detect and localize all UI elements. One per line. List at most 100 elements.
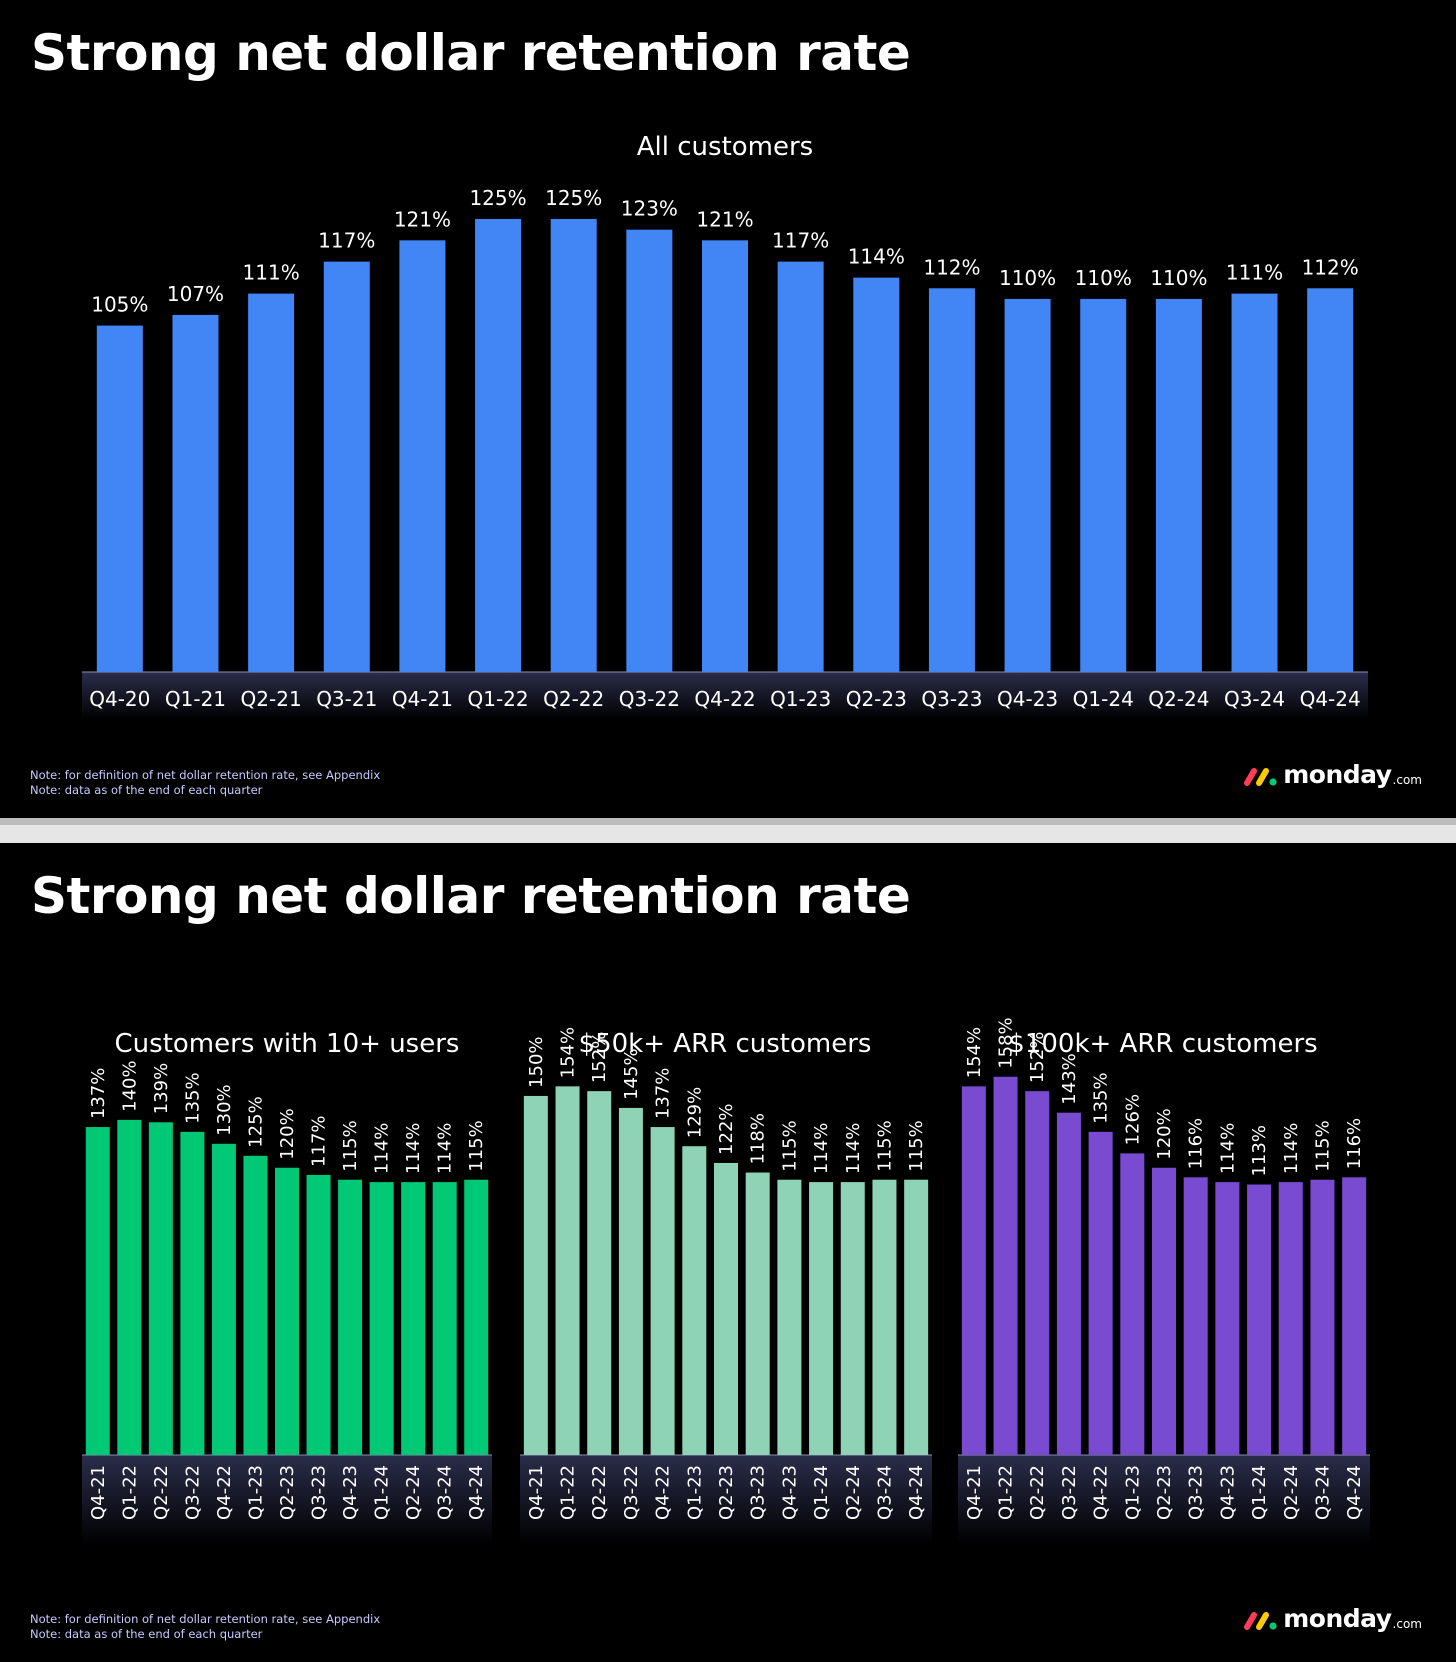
bar <box>323 261 370 672</box>
logo-wordmark: monday <box>1283 760 1392 789</box>
data-label: 122% <box>716 1103 737 1154</box>
tick-label: Q1-24 <box>1249 1465 1270 1520</box>
tick-label: Q3-22 <box>1059 1465 1080 1520</box>
chart-title: Customers with 10+ users <box>115 1029 460 1059</box>
tick-label: Q2-22 <box>1027 1465 1048 1520</box>
bar <box>1004 298 1051 672</box>
tick-label: Q1-23 <box>684 1465 705 1520</box>
bar <box>1247 1184 1272 1455</box>
data-label: 154% <box>964 1027 985 1078</box>
data-label: 114% <box>1281 1123 1302 1174</box>
tick-label: Q1-22 <box>467 687 528 711</box>
tick-label: Q4-23 <box>340 1465 361 1520</box>
x-axis-band <box>82 672 1368 720</box>
tick-label: Q1-23 <box>770 687 831 711</box>
bar <box>464 1179 489 1455</box>
bar <box>809 1182 834 1455</box>
data-label: 116% <box>1344 1118 1365 1169</box>
slide-title: Strong net dollar retention rate <box>31 24 911 82</box>
data-label: 116% <box>1186 1118 1207 1169</box>
slide-separator <box>0 818 1456 843</box>
tick-label: Q1-24 <box>811 1465 832 1520</box>
logo-suffix: .com <box>1392 1617 1422 1631</box>
bar <box>1231 293 1278 672</box>
bar <box>714 1162 738 1455</box>
slide-segments: Strong net dollar retention rate Custome… <box>0 843 1456 1662</box>
bar <box>369 1182 394 1455</box>
footnote: Note: data as of the end of each quarter <box>30 783 263 797</box>
data-label: 130% <box>214 1084 235 1135</box>
slide-title: Strong net dollar retention rate <box>31 867 911 925</box>
data-label: 125% <box>469 186 526 210</box>
slide-all-customers: Strong net dollar retention rate All cus… <box>0 0 1456 818</box>
tick-label: Q1-22 <box>996 1465 1017 1520</box>
bar <box>172 314 219 672</box>
bar <box>1215 1182 1240 1455</box>
bar <box>1342 1177 1367 1455</box>
tick-label: Q4-22 <box>1091 1465 1112 1520</box>
bar <box>840 1182 865 1455</box>
data-label: 110% <box>1075 266 1132 290</box>
bar <box>148 1122 173 1455</box>
bar <box>1310 1179 1335 1455</box>
monday-logo: monday .com <box>1243 762 1422 788</box>
tick-label: Q2-24 <box>843 1465 864 1520</box>
data-label: 145% <box>621 1048 642 1099</box>
data-label: 139% <box>151 1063 172 1114</box>
x-axis-band <box>520 1455 932 1545</box>
tick-label: Q3-23 <box>309 1465 330 1520</box>
tick-label: Q1-21 <box>165 687 226 711</box>
data-label: 121% <box>394 207 451 231</box>
data-label: 115% <box>1312 1120 1333 1171</box>
tick-label: Q4-21 <box>526 1465 547 1520</box>
chart-title: All customers <box>637 132 813 162</box>
tick-label: Q4-21 <box>964 1465 985 1520</box>
tick-label: Q1-22 <box>558 1465 579 1520</box>
data-label: 114% <box>843 1123 864 1174</box>
tick-label: Q2-22 <box>151 1465 172 1520</box>
data-label: 114% <box>435 1123 456 1174</box>
tick-label: Q4-24 <box>1300 687 1361 711</box>
bar <box>1152 1167 1176 1455</box>
tick-label: Q2-24 <box>403 1465 424 1520</box>
bar <box>85 1127 110 1455</box>
tick-label: Q3-23 <box>748 1465 769 1520</box>
bar <box>1025 1091 1050 1455</box>
logo-wordmark: monday <box>1283 1604 1392 1633</box>
data-label: 123% <box>621 197 678 221</box>
data-label: 115% <box>779 1120 800 1171</box>
data-label: 107% <box>167 282 224 306</box>
tick-label: Q4-22 <box>694 687 755 711</box>
data-label: 137% <box>653 1068 674 1119</box>
data-label: 135% <box>1091 1072 1112 1123</box>
bar <box>626 229 673 673</box>
bar <box>853 277 900 672</box>
tick-label: Q2-22 <box>589 1465 610 1520</box>
bar <box>777 1179 802 1455</box>
chart-title: $50k+ ARR customers <box>579 1029 872 1059</box>
bar <box>1080 298 1127 672</box>
tick-label: Q4-24 <box>466 1465 487 1520</box>
tick-label: Q2-24 <box>1281 1465 1302 1520</box>
data-label: 115% <box>906 1120 927 1171</box>
bar <box>1155 298 1202 672</box>
tick-label: Q4-21 <box>88 1465 109 1520</box>
bar <box>523 1095 548 1455</box>
tick-label: Q3-24 <box>874 1465 895 1520</box>
tick-label: Q1-24 <box>1073 687 1134 711</box>
data-label: 114% <box>811 1123 832 1174</box>
data-label: 140% <box>119 1060 140 1111</box>
bar <box>777 261 824 672</box>
tick-label: Q3-22 <box>621 1465 642 1520</box>
tick-label: Q2-23 <box>277 1465 298 1520</box>
bar <box>682 1146 707 1455</box>
bar <box>618 1107 643 1455</box>
data-label: 125% <box>545 186 602 210</box>
data-label: 125% <box>245 1096 266 1147</box>
bar <box>587 1091 612 1455</box>
bar <box>1278 1182 1303 1455</box>
data-label: 112% <box>923 255 980 279</box>
tick-label: Q4-23 <box>1217 1465 1238 1520</box>
data-label: 117% <box>772 229 829 253</box>
bar <box>928 288 975 672</box>
